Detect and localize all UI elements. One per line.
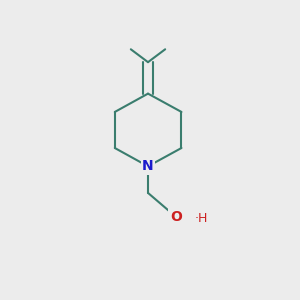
Text: O: O bbox=[170, 210, 182, 224]
Text: ·H: ·H bbox=[194, 212, 208, 225]
Text: N: N bbox=[142, 159, 154, 173]
